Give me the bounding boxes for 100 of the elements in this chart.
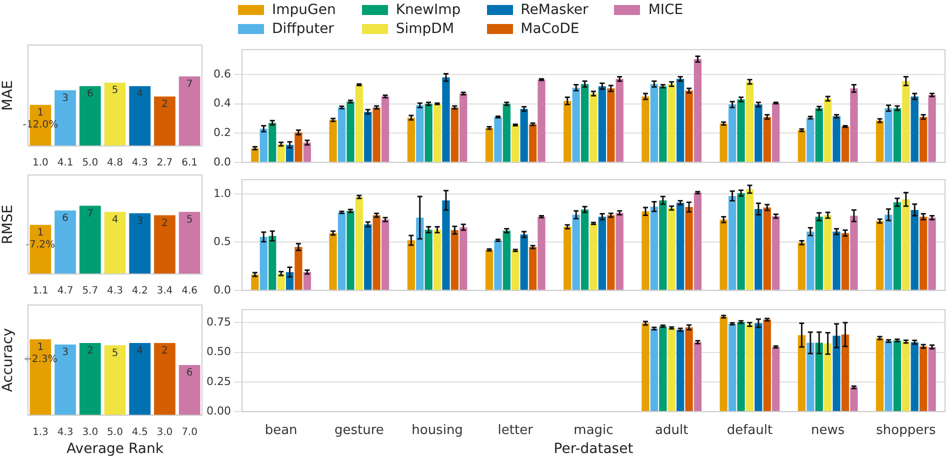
bar: [746, 324, 754, 412]
bar: [876, 120, 884, 162]
x-tick-label: shoppers: [876, 422, 936, 438]
bar: [260, 128, 268, 162]
annotation: 7: [186, 78, 193, 90]
x-tick-label: 1.1: [32, 286, 48, 297]
y-axis-title: RMSE: [0, 204, 16, 244]
bar: [512, 125, 520, 162]
bar: [277, 144, 285, 162]
bar: [442, 77, 450, 162]
y-tick-label: 0.50: [206, 345, 231, 358]
bar: [668, 328, 676, 412]
bar: [520, 234, 528, 290]
bar: [806, 232, 814, 290]
bar: [763, 320, 771, 412]
annotation: 2: [162, 346, 168, 357]
bar: [564, 226, 572, 290]
x-tick-label: 4.3: [132, 158, 148, 169]
bar: [424, 104, 432, 162]
bar: [294, 247, 302, 290]
bar: [329, 233, 337, 290]
bar: [502, 230, 511, 290]
bar: [650, 84, 658, 162]
bar: [512, 250, 520, 290]
bar: [338, 107, 346, 162]
annotation: 3: [136, 216, 144, 227]
bar: [832, 116, 840, 162]
bar: [928, 346, 936, 412]
bar: [893, 340, 902, 412]
x-tick-label: 2.7: [156, 158, 173, 169]
y-tick-label: 0.0: [214, 155, 231, 168]
legend-label: ImpuGen: [272, 2, 336, 18]
bar: [303, 272, 311, 290]
bar: [580, 209, 589, 290]
bar: [720, 316, 728, 412]
bar: [902, 199, 910, 290]
bar: [485, 250, 494, 290]
bar: [902, 81, 910, 162]
bar: [178, 76, 200, 146]
bar: [572, 214, 580, 290]
x-tick-label: 3.4: [156, 286, 173, 297]
bar: [251, 148, 259, 162]
bar: [850, 88, 858, 162]
bar: [364, 224, 372, 290]
annotation: 2: [162, 99, 168, 110]
bar: [685, 207, 693, 290]
x-tick-label: letter: [498, 422, 534, 438]
bar: [590, 223, 598, 290]
bar: [538, 80, 546, 162]
y-tick-label: 0.2: [214, 126, 231, 139]
bar: [416, 218, 424, 290]
bar: [668, 208, 676, 290]
bar: [416, 105, 424, 162]
bar: [754, 208, 762, 290]
bar: [294, 132, 302, 162]
bar: [364, 112, 372, 162]
bar: [746, 82, 754, 162]
bar: [355, 84, 363, 162]
bar: [268, 236, 276, 290]
bar: [754, 104, 762, 162]
bar: [815, 216, 823, 290]
annotation: 4: [112, 214, 118, 226]
bar: [798, 242, 806, 290]
x-axis-title: Per-dataset: [554, 441, 634, 458]
bar: [355, 196, 363, 290]
x-tick-label: adult: [655, 422, 688, 438]
bar: [460, 94, 468, 162]
legend-label: MICE: [648, 2, 684, 18]
bar: [876, 338, 884, 412]
bar: [728, 196, 736, 290]
bar: [154, 96, 176, 146]
bar: [920, 116, 928, 162]
bar: [928, 95, 936, 162]
x-axis-title: Average Rank: [66, 441, 164, 458]
bar: [129, 343, 151, 416]
bar: [824, 343, 832, 412]
y-tick-label: 0.4: [214, 96, 231, 110]
x-tick-label: housing: [412, 422, 463, 438]
legend-label: MaCoDE: [520, 21, 580, 37]
bar: [694, 59, 702, 162]
bar: [902, 342, 910, 412]
bar: [502, 104, 511, 162]
x-tick-label: gesture: [334, 422, 384, 438]
bar: [277, 274, 285, 290]
annotation: 7: [86, 208, 94, 220]
bar: [381, 96, 390, 162]
bar: [841, 126, 850, 162]
bar: [329, 120, 337, 162]
bar: [346, 210, 354, 290]
bar: [806, 342, 814, 412]
bar: [616, 212, 624, 290]
bar: [607, 88, 615, 162]
annotation: 4: [136, 346, 144, 357]
x-tick-label: 3.0: [82, 426, 98, 438]
bar: [720, 124, 728, 162]
bar: [920, 216, 928, 290]
x-tick-label: 4.5: [132, 426, 148, 438]
annotation: 6: [62, 213, 68, 224]
x-tick-label: 3.0: [156, 426, 173, 438]
annotation: 5: [112, 348, 118, 359]
